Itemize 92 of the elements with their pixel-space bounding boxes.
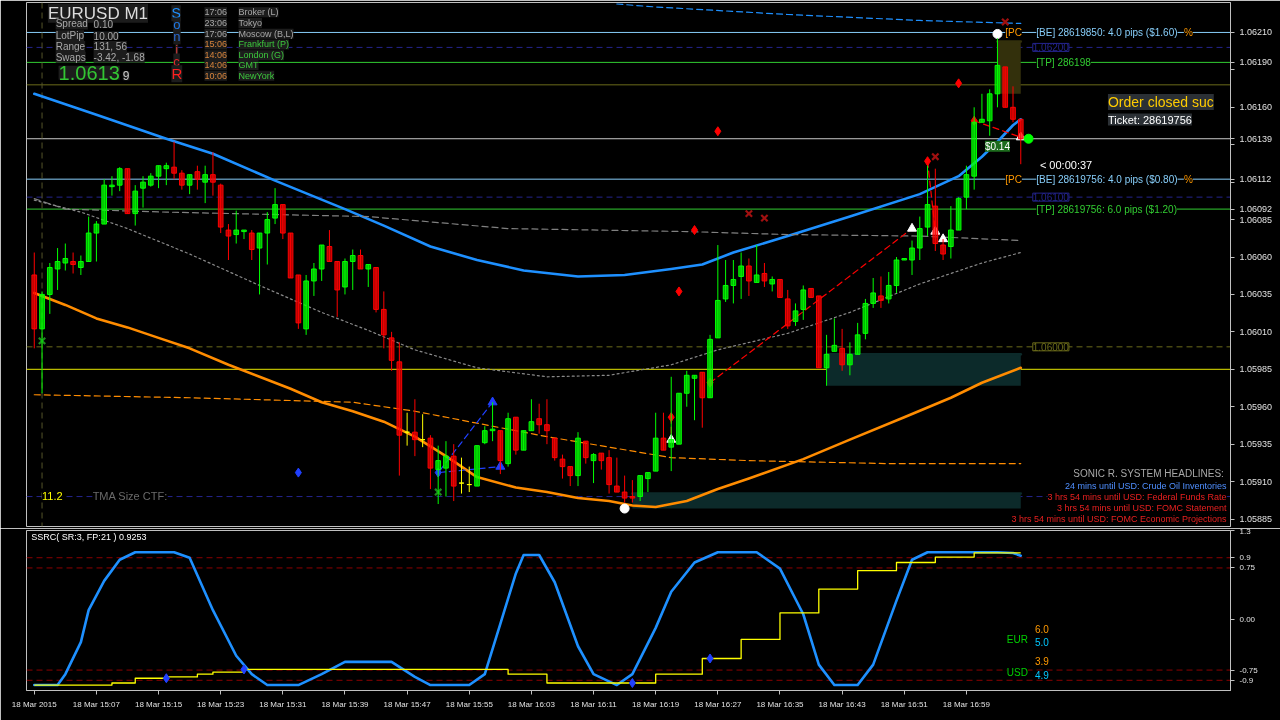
y-tick-label: 1.06210 [1239, 27, 1273, 38]
annotation: Frankfurt (P) [238, 39, 290, 50]
annotation: o [173, 17, 181, 33]
annotation: S [171, 5, 181, 22]
x-tick-label: 18 Mar 15:31 [259, 699, 307, 709]
annotation: -3.42, -1.68 [93, 51, 146, 63]
x-tick-label: 18 Mar 16:35 [756, 699, 805, 709]
annotation: 9 [122, 69, 130, 84]
annotation: [TP] 286198 [1036, 56, 1092, 68]
y-tick-label: 0.9 [1239, 553, 1252, 563]
x-tick-label: 18 Mar 15:23 [197, 699, 245, 709]
annotation: Range [55, 40, 86, 52]
annotation: [BE] 28619850: 4.0 pips ($1.60) [1036, 26, 1178, 38]
y-tick-label: 1.05960 [1239, 401, 1273, 412]
y-tick-label: 1.3 [1239, 526, 1252, 536]
annotation: 5.0 [1035, 637, 1050, 649]
annotation: 17:06 [204, 28, 228, 39]
y-tick-label: 1.06085 [1239, 214, 1273, 225]
x-tick-label: 18 Mar 16:51 [880, 699, 929, 709]
annotation: SONIC R. SYSTEM HEADLINES: [1073, 468, 1224, 480]
annotation: Order closed suc [1107, 94, 1214, 111]
annotation: 3 hrs 54 mins until USD: FOMC Statement [1057, 502, 1228, 513]
annotation: London (G) [238, 50, 285, 61]
annotation: 10.00 [93, 30, 120, 42]
annotation: 1.0613 [58, 61, 120, 84]
annotation: EUR [1006, 633, 1028, 645]
annotation: n [173, 29, 181, 45]
annotation: i [175, 41, 179, 57]
y-tick-label: -0.75 [1239, 665, 1259, 675]
y-tick-label: 1.06060 [1239, 252, 1273, 263]
x-tick-label: 18 Mar 16:19 [632, 699, 680, 709]
annotation: [PC [1005, 173, 1022, 185]
annotation: Broker (L) [238, 7, 279, 18]
annotation: 3 hrs 54 mins until USD: Federal Funds Rate [1047, 492, 1227, 503]
y-tick-label: 1.05910 [1239, 476, 1273, 487]
y-tick-label: 1.05885 [1239, 514, 1273, 525]
annotation: 10:06 [204, 70, 228, 81]
annotation: LotPip [55, 30, 85, 42]
annotation: 131, 56 [93, 40, 128, 52]
annotation: Moscow (B,L) [238, 28, 294, 39]
annotation: 3 hrs 54 mins until USD: FOMC Economic Projections [1011, 513, 1228, 524]
x-tick-label: 18 Mar 16:27 [694, 699, 742, 709]
y-tick-label: 1.06190 [1239, 57, 1273, 68]
annotation: 0.10 [93, 18, 114, 30]
annotation: 15:06 [204, 39, 228, 50]
annotation: NewYork [238, 70, 275, 81]
annotation: 23:06 [204, 17, 228, 28]
annotation: 3.9 [1035, 656, 1050, 668]
annotation: % [1183, 26, 1193, 38]
annotation: 14:06 [204, 59, 228, 70]
x-tick-label: 18 Mar 16:43 [818, 699, 867, 709]
annotation: 11.2 [42, 490, 63, 503]
x-tick-label: 18 Mar 16:59 [942, 699, 991, 709]
annotation: 24 mins until USD: Crude Oil Inventories [1065, 481, 1228, 492]
annotation: R [171, 65, 183, 83]
annotation: c [173, 53, 181, 69]
annotation: TMA Size CTF: [92, 490, 168, 503]
x-tick-label: 18 Mar 15:55 [445, 699, 494, 709]
y-tick-label: 1.06160 [1239, 102, 1273, 113]
annotation: 4.9 [1035, 669, 1050, 681]
x-tick-label: 18 Mar 15:39 [321, 699, 370, 709]
annotation: Tokyo [238, 17, 263, 28]
annotation: Swaps [55, 51, 86, 63]
annotation: [PC [1005, 26, 1022, 38]
x-tick-label: 18 Mar 15:15 [134, 699, 183, 709]
annotation: [BE] 28619756: 4.0 pips ($0.80) [1036, 173, 1178, 185]
annotation: 17:06 [204, 7, 228, 18]
y-tick-label: 1.06010 [1239, 326, 1273, 337]
y-tick-label: 1.05985 [1239, 364, 1273, 375]
annotation: GMT [238, 59, 260, 70]
annotation: [TP] 28619756: 6.0 pips ($1.20) [1036, 203, 1177, 215]
annotation: 6.0 [1035, 623, 1050, 635]
annotation: $0.14 [984, 140, 1011, 152]
y-tick-label: 1.05935 [1239, 439, 1273, 450]
annotation: 14:06 [204, 50, 228, 61]
chart-title: SSRC( SR:3, FP:21 ) 0.9253 [31, 532, 147, 543]
y-tick-label: 1.06092 [1239, 204, 1273, 215]
annotation: < 00:00:37 [1039, 159, 1093, 172]
x-tick-label: 18 Mar 15:07 [72, 699, 121, 709]
annotation: % [1183, 173, 1193, 185]
y-tick-label: 1.06112 [1239, 174, 1272, 185]
x-tick-label: 18 Mar 2015 [11, 699, 58, 709]
y-tick-label: 0.00 [1239, 614, 1256, 624]
annotation: Ticket: 28619756 [1107, 113, 1192, 126]
y-tick-label: -0.9 [1239, 675, 1254, 685]
x-tick-label: 18 Mar 16:11 [570, 699, 618, 709]
annotation: USD [1006, 667, 1028, 679]
x-tick-label: 18 Mar 16:03 [507, 699, 556, 709]
x-tick-label: 18 Mar 15:47 [383, 699, 432, 709]
y-tick-label: 0.75 [1239, 563, 1256, 573]
y-tick-label: 1.06035 [1239, 289, 1273, 300]
y-tick-label: 1.06139 [1239, 133, 1273, 144]
